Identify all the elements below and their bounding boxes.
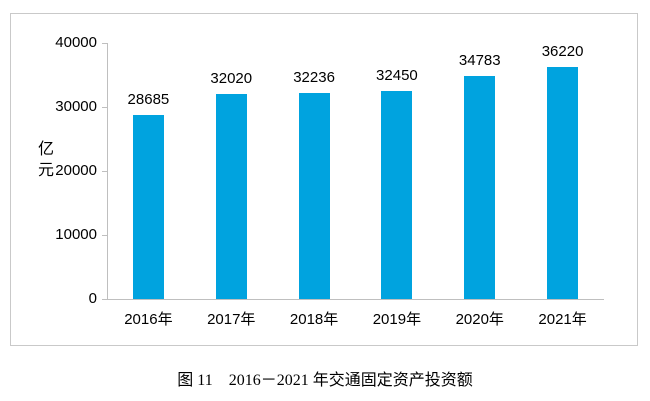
y-tick-label: 0 [88,290,97,307]
x-tick-label: 2020年 [455,311,504,328]
y-axis-unit-label: 亿元 [36,139,56,181]
y-axis-unit-char: 元 [37,162,54,179]
bar [215,94,247,299]
bar [132,115,164,299]
x-tick-label: 2018年 [289,311,339,328]
y-axis-tick [102,171,107,172]
bar [547,67,579,299]
y-tick-label: 30000 [55,98,97,115]
bar-value-label: 36220 [541,43,584,61]
y-axis-unit-char: 亿 [37,141,54,158]
y-axis-tick [102,235,107,236]
x-tick-label: 2016年 [124,311,173,328]
bar-value-label: 34783 [458,52,501,70]
plot-area: 0 10000 20000 30000 40000 28685 2016年 32020 2017… [11,14,637,345]
chart-frame: 0 10000 20000 30000 40000 28685 2016年 32020 2017… [10,13,638,346]
y-tick-label: 40000 [55,34,97,51]
y-tick-label: 10000 [55,226,97,243]
bar-value-label: 32020 [210,70,253,88]
bar-value-label: 32236 [293,68,335,86]
bar [464,76,496,299]
bar [381,91,413,299]
x-axis-line [107,299,604,300]
y-tick-label: 20000 [55,162,97,179]
bar-value-label: 28685 [127,91,170,109]
y-axis-line [107,43,108,299]
x-tick-label: 2017年 [207,311,256,328]
bar [298,92,330,299]
x-tick-label: 2019年 [372,311,422,328]
figure-caption: 图 11 2016－2021 年交通固定资产投资额 [177,372,473,389]
y-axis-tick [102,43,107,44]
y-axis-tick [102,107,107,108]
y-axis-tick [102,299,107,300]
bar-value-label: 32450 [376,67,418,85]
x-tick-label: 2021年 [538,311,587,328]
